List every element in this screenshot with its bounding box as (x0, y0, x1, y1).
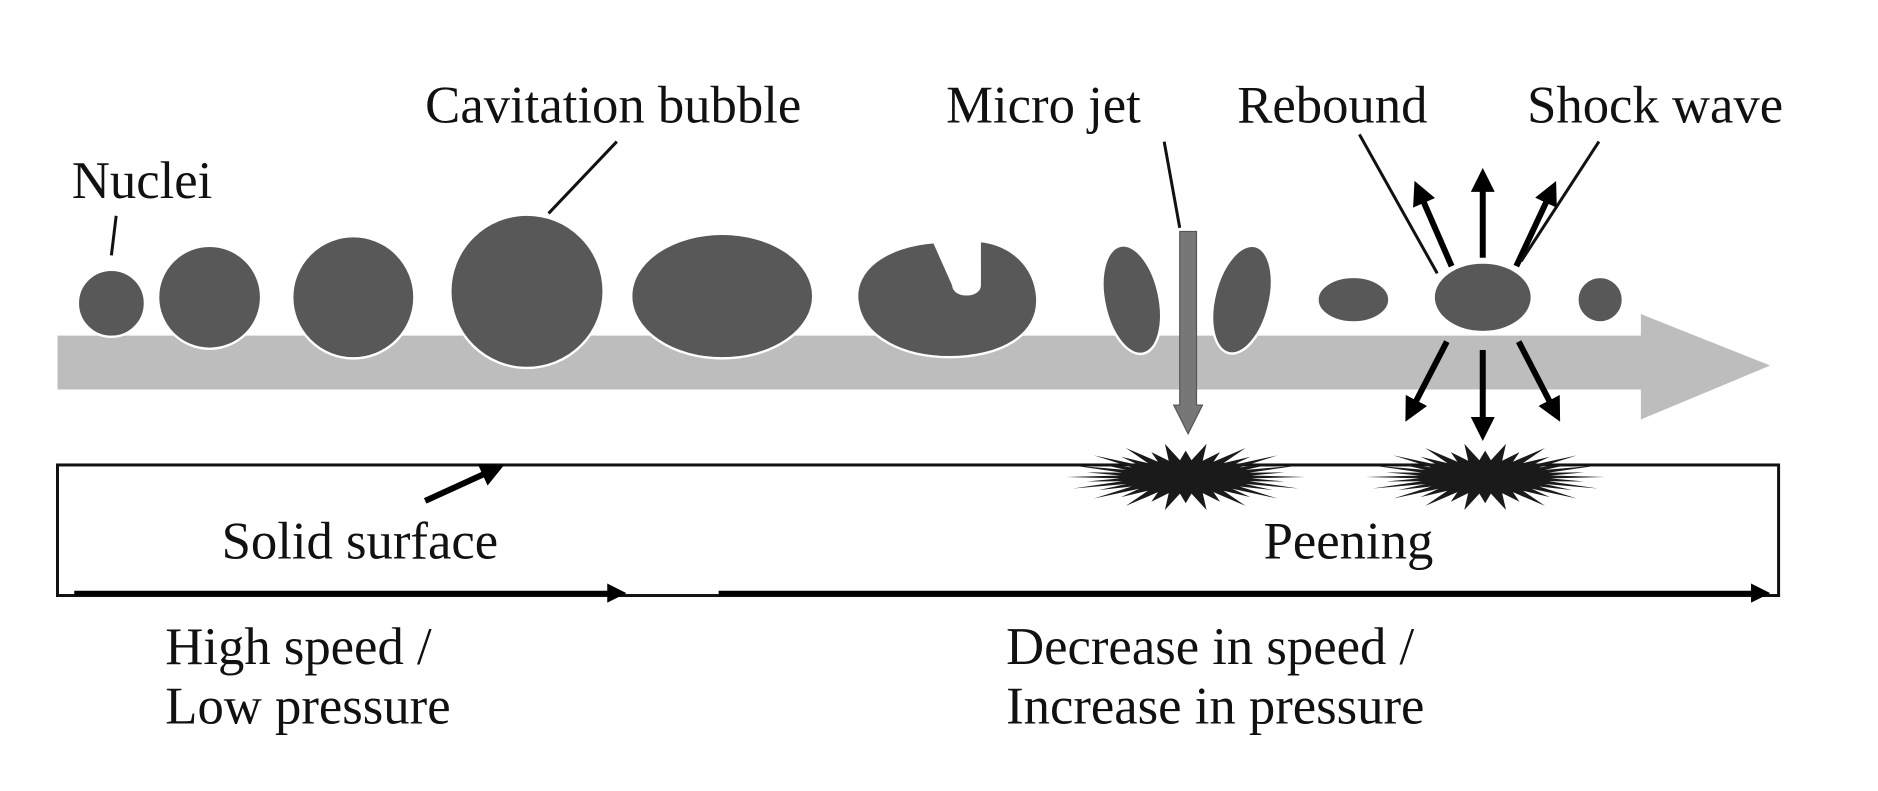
label: Cavitation bubble (425, 76, 801, 134)
label: Peening (1264, 512, 1434, 570)
label: Rebound (1237, 76, 1427, 134)
phase-line: High speed / (165, 618, 432, 676)
label: Micro jet (946, 76, 1141, 134)
label: Solid surface (222, 512, 499, 570)
phase-line: Decrease in speed / (1006, 618, 1414, 676)
micro-jet (1172, 230, 1204, 436)
solid-surface (55, 463, 1781, 598)
label: Nuclei (72, 152, 212, 210)
surface-pointer (423, 463, 505, 504)
burst (1365, 443, 1605, 511)
bubbles (76, 213, 1625, 370)
leader-lines (109, 133, 1601, 275)
shock-arrows (1405, 167, 1561, 442)
peening-bursts (1065, 443, 1605, 511)
burst (1065, 443, 1306, 511)
label: Shock wave (1527, 76, 1783, 134)
phase-line: Low pressure (165, 678, 450, 736)
phase-line: Increase in pressure (1006, 678, 1424, 736)
